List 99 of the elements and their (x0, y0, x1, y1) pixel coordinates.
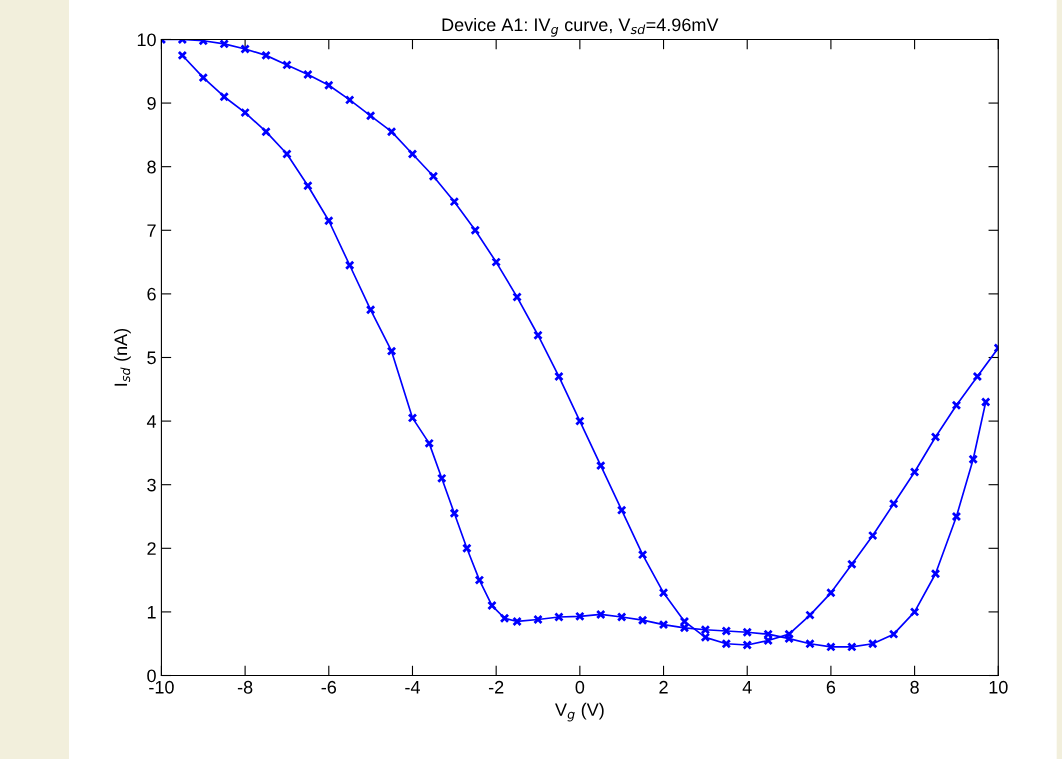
point (474, 575, 485, 585)
point (261, 50, 271, 61)
x-tick-label: 8 (910, 680, 919, 694)
point (658, 619, 669, 630)
point (219, 91, 230, 102)
point (554, 371, 564, 382)
x-tick-label: 10 (989, 680, 1008, 694)
point (219, 39, 230, 49)
point (470, 225, 481, 236)
point (282, 60, 292, 70)
point (554, 612, 564, 622)
point (637, 549, 648, 560)
point (240, 107, 250, 118)
y-tick-label: 10 (137, 33, 156, 47)
point (826, 587, 836, 598)
point (658, 587, 669, 598)
point (512, 616, 522, 627)
point (487, 600, 497, 611)
point (846, 642, 857, 652)
point (323, 215, 334, 226)
point (700, 632, 711, 643)
x-tick-label: -4 (405, 681, 420, 694)
point (574, 611, 585, 622)
point (951, 511, 962, 522)
x-tick-label: 4 (742, 681, 752, 694)
point (826, 642, 836, 652)
point (499, 613, 510, 624)
point (888, 629, 899, 640)
point (721, 638, 732, 649)
point (240, 44, 250, 54)
x-tick-label: 0 (575, 680, 585, 694)
point (867, 638, 878, 649)
point (449, 508, 460, 519)
point (436, 473, 447, 484)
point (909, 467, 920, 477)
y-tick-label: 9 (147, 97, 156, 110)
point (888, 498, 899, 509)
point (198, 72, 209, 83)
point (177, 50, 188, 61)
point (407, 149, 418, 159)
point (595, 460, 606, 471)
y-tick-label: 7 (147, 224, 156, 237)
x-tick-label: 2 (659, 680, 668, 694)
point (303, 180, 313, 191)
y-tick-label: 8 (147, 160, 156, 174)
point (344, 95, 355, 105)
point (784, 633, 794, 644)
point (968, 454, 979, 465)
point (303, 69, 313, 80)
x-tick-label: -6 (321, 680, 337, 694)
y-tick-label: 2 (147, 542, 156, 555)
point (951, 400, 962, 411)
point (512, 292, 522, 302)
x-axis-title: V$_{g}$ (V) (555, 702, 604, 722)
y-tick-label: 4 (146, 415, 157, 428)
point (980, 397, 991, 407)
point (616, 612, 627, 622)
x-tick-label: -8 (237, 680, 253, 694)
point (846, 559, 857, 570)
point (930, 568, 941, 579)
point (533, 330, 543, 341)
point (742, 627, 753, 638)
y-tick-label: 1 (147, 606, 156, 619)
y-tick-label: 3 (147, 478, 156, 492)
point (365, 110, 376, 121)
point (386, 346, 397, 356)
point (867, 530, 878, 541)
point (491, 257, 502, 267)
point (972, 371, 983, 382)
point (533, 614, 543, 625)
point (323, 80, 334, 91)
x-tick-label: 6 (826, 680, 836, 694)
point (428, 171, 439, 182)
point (784, 629, 794, 640)
point (595, 609, 606, 620)
x-tick-label: -2 (488, 680, 504, 694)
y-axis-title: I$_{sd}$ (nA) (113, 328, 131, 386)
point (721, 626, 732, 636)
chart-title: Device A1: IV$_{g}$ curve, V$_{sd}$=4.96mV (442, 17, 719, 37)
point (742, 640, 753, 650)
point (282, 149, 292, 159)
point (407, 413, 418, 423)
point (700, 624, 711, 635)
point (424, 438, 435, 449)
point (637, 615, 648, 626)
point (386, 126, 397, 137)
point (909, 607, 920, 617)
y-tick-label: 5 (147, 351, 156, 365)
point (449, 196, 460, 207)
y-tick-label: 6 (147, 287, 156, 301)
point (805, 610, 815, 620)
point (261, 126, 271, 137)
point (574, 416, 585, 426)
point (365, 304, 376, 315)
point (805, 638, 815, 649)
point (462, 543, 472, 554)
point (344, 260, 355, 271)
point (930, 432, 941, 442)
point (616, 505, 627, 515)
